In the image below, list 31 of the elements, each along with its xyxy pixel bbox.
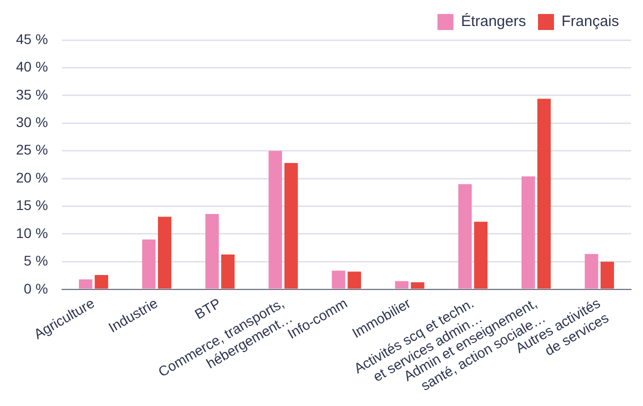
y-tick-label: 40 % <box>16 58 48 75</box>
bar <box>395 281 408 289</box>
bar <box>205 214 219 289</box>
x-tick-label: BTP <box>192 294 224 322</box>
y-tick-label: 25 % <box>16 142 48 158</box>
y-tick-label: 20 % <box>16 169 48 186</box>
y-tick-label: 10 % <box>16 224 48 241</box>
bar <box>284 163 298 289</box>
y-tick-label: 35 % <box>16 86 48 102</box>
y-tick-label: 5 % <box>24 252 48 269</box>
bar <box>78 279 92 289</box>
bar <box>584 254 598 289</box>
y-tick-label: 30 % <box>16 114 48 130</box>
bar <box>348 272 362 289</box>
bar <box>268 150 282 289</box>
bar <box>458 184 472 289</box>
bar <box>332 270 346 289</box>
bar <box>94 275 108 289</box>
bar <box>158 216 172 289</box>
bar <box>522 176 535 289</box>
bar <box>221 254 235 289</box>
y-tick-label: 15 % <box>16 197 48 214</box>
bar <box>537 98 551 289</box>
bar <box>600 262 614 289</box>
legend-label: Français <box>561 13 620 30</box>
bar <box>142 240 156 289</box>
y-tick-label: 45 % <box>16 30 48 47</box>
bar <box>410 282 424 289</box>
bar <box>474 222 488 289</box>
y-tick-label: 0 % <box>24 280 48 296</box>
legend-label: Étrangers <box>460 12 526 30</box>
